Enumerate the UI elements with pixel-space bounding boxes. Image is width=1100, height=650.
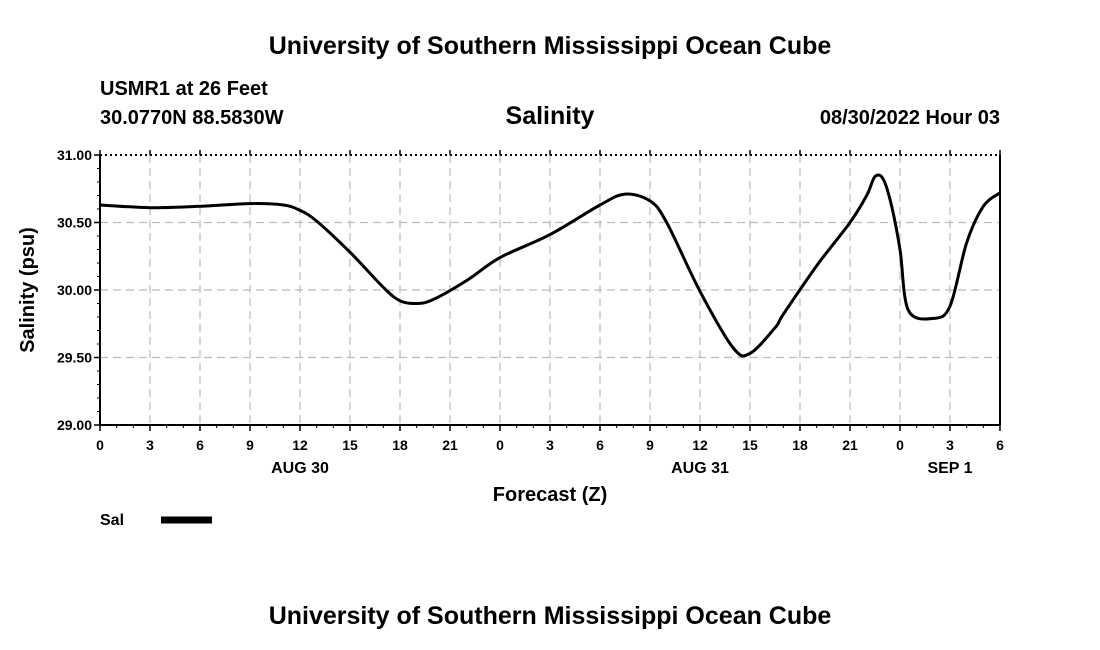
x-tick-label: 9 bbox=[246, 437, 254, 453]
x-tick-label: 15 bbox=[742, 437, 758, 453]
x-tick-label: 12 bbox=[292, 437, 308, 453]
x-tick-label: 21 bbox=[842, 437, 858, 453]
station-label: USMR1 at 26 Feet bbox=[100, 78, 268, 100]
x-tick-label: 18 bbox=[392, 437, 408, 453]
x-tick-label: 9 bbox=[646, 437, 654, 453]
x-tick-label: 18 bbox=[792, 437, 808, 453]
valid-time: 08/30/2022 Hour 03 bbox=[820, 107, 1000, 129]
legend-label-sal: Sal bbox=[100, 512, 124, 529]
y-tick-label: 29.00 bbox=[57, 417, 92, 433]
x-tick-label: 3 bbox=[946, 437, 954, 453]
x-tick-label: 6 bbox=[196, 437, 204, 453]
x-tick-label: 0 bbox=[496, 437, 504, 453]
x-tick-label: 3 bbox=[546, 437, 554, 453]
y-axis-label: Salinity (psu) bbox=[17, 227, 39, 353]
x-tick-label: 0 bbox=[896, 437, 904, 453]
date-label: SEP 1 bbox=[927, 460, 972, 477]
x-tick-label: 3 bbox=[146, 437, 154, 453]
x-tick-label: 21 bbox=[442, 437, 458, 453]
chart-title: Salinity bbox=[506, 102, 595, 130]
series-layer bbox=[99, 173, 1001, 358]
date-label: AUG 31 bbox=[671, 460, 729, 477]
date-label: AUG 30 bbox=[271, 460, 329, 477]
x-tick-label: 15 bbox=[342, 437, 358, 453]
y-tick-label: 31.00 bbox=[57, 147, 92, 163]
x-tick-label: 0 bbox=[96, 437, 104, 453]
station-coordinates: 30.0770N 88.5830W bbox=[100, 107, 284, 129]
x-tick-label: 6 bbox=[996, 437, 1004, 453]
page-title: University of Southern Mississippi Ocean… bbox=[269, 32, 832, 60]
y-tick-label: 29.50 bbox=[57, 350, 92, 366]
x-tick-label: 6 bbox=[596, 437, 604, 453]
x-axis-label: Forecast (Z) bbox=[493, 484, 607, 506]
series-line-sal bbox=[99, 173, 1001, 358]
footer-title: University of Southern Mississippi Ocean… bbox=[269, 602, 832, 630]
legend: Sal bbox=[100, 512, 212, 529]
y-tick-label: 30.50 bbox=[57, 215, 92, 231]
y-tick-label: 30.00 bbox=[57, 282, 92, 298]
axes bbox=[94, 150, 1001, 431]
x-tick-label: 12 bbox=[692, 437, 708, 453]
